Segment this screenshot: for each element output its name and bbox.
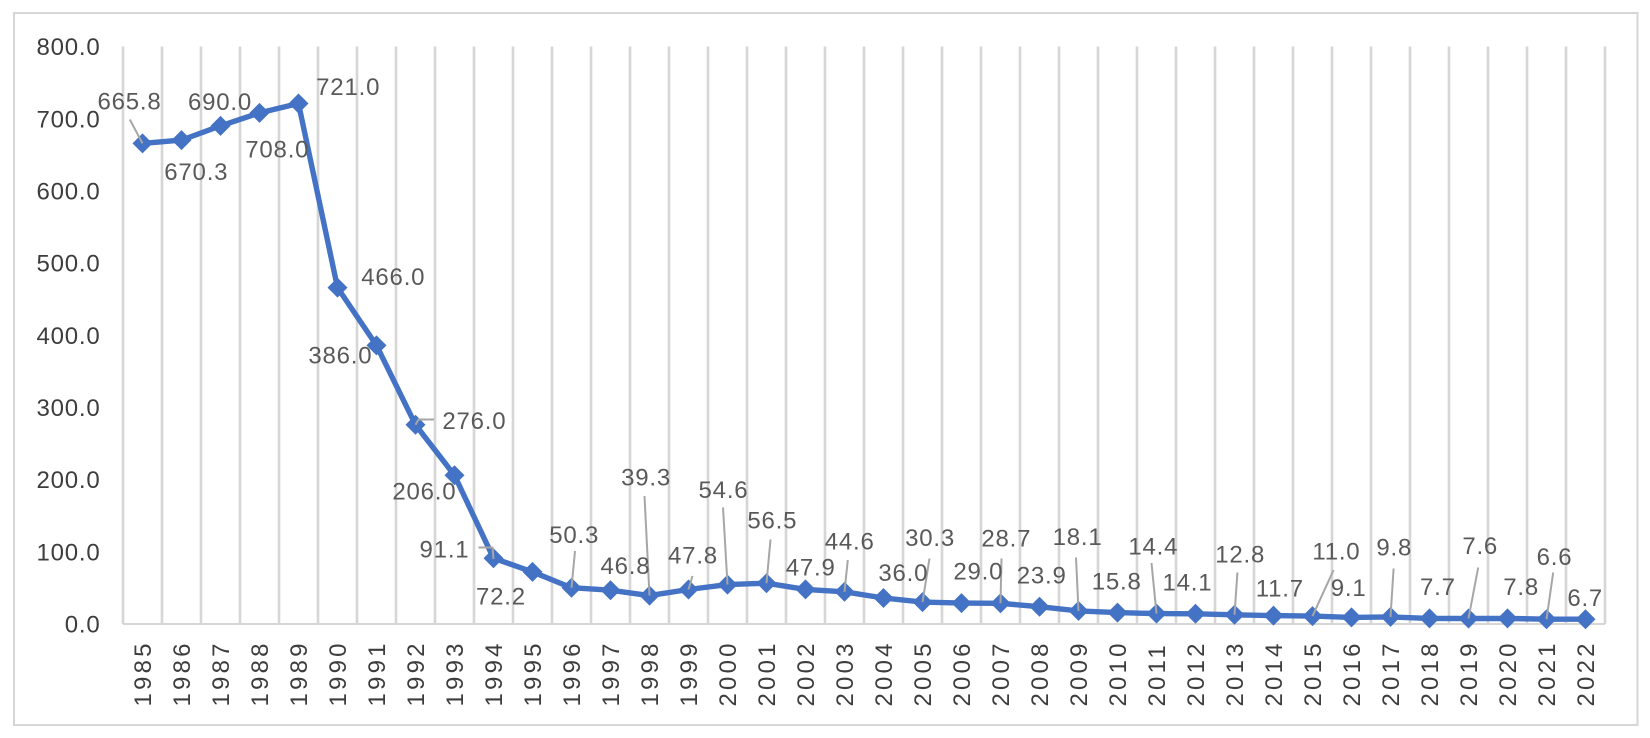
- svg-text:1986: 1986: [169, 640, 196, 706]
- svg-text:200.0: 200.0: [36, 467, 100, 494]
- svg-text:7.7: 7.7: [1420, 574, 1456, 601]
- svg-text:44.6: 44.6: [825, 528, 875, 555]
- svg-text:1993: 1993: [442, 640, 469, 706]
- svg-text:47.9: 47.9: [786, 555, 836, 582]
- svg-text:1998: 1998: [637, 640, 664, 706]
- svg-text:2020: 2020: [1495, 640, 1522, 706]
- svg-text:29.0: 29.0: [953, 558, 1003, 585]
- svg-text:466.0: 466.0: [361, 264, 425, 291]
- svg-text:9.1: 9.1: [1331, 575, 1367, 602]
- svg-text:14.1: 14.1: [1162, 569, 1212, 596]
- svg-text:6.6: 6.6: [1537, 544, 1573, 571]
- svg-text:2001: 2001: [754, 640, 781, 706]
- svg-text:12.8: 12.8: [1215, 541, 1265, 568]
- svg-text:2002: 2002: [793, 640, 820, 706]
- svg-text:18.1: 18.1: [1053, 524, 1103, 551]
- svg-text:23.9: 23.9: [1017, 563, 1067, 590]
- svg-text:1990: 1990: [325, 640, 352, 706]
- svg-text:72.2: 72.2: [476, 584, 526, 611]
- svg-text:6.7: 6.7: [1567, 585, 1603, 612]
- svg-text:47.8: 47.8: [668, 542, 718, 569]
- svg-text:500.0: 500.0: [36, 251, 100, 278]
- svg-text:1985: 1985: [130, 640, 157, 706]
- svg-text:1997: 1997: [598, 640, 625, 706]
- svg-text:2011: 2011: [1144, 642, 1171, 706]
- svg-text:708.0: 708.0: [245, 136, 309, 163]
- svg-text:7.6: 7.6: [1462, 533, 1498, 560]
- svg-text:2022: 2022: [1573, 640, 1600, 706]
- svg-text:300.0: 300.0: [36, 395, 100, 422]
- svg-text:2009: 2009: [1066, 640, 1093, 706]
- svg-text:11.7: 11.7: [1256, 576, 1304, 603]
- svg-text:2021: 2021: [1534, 640, 1561, 706]
- svg-text:36.0: 36.0: [878, 560, 928, 587]
- svg-text:2004: 2004: [871, 640, 898, 706]
- svg-text:2007: 2007: [988, 640, 1015, 706]
- svg-text:2000: 2000: [715, 640, 742, 706]
- svg-text:2003: 2003: [832, 640, 859, 706]
- svg-text:15.8: 15.8: [1092, 569, 1142, 596]
- svg-text:100.0: 100.0: [36, 539, 100, 566]
- svg-text:11.0: 11.0: [1312, 539, 1360, 566]
- svg-text:2012: 2012: [1183, 640, 1210, 706]
- svg-text:28.7: 28.7: [981, 525, 1031, 552]
- svg-text:50.3: 50.3: [549, 522, 599, 549]
- svg-text:1999: 1999: [676, 640, 703, 706]
- svg-text:0.0: 0.0: [65, 612, 101, 639]
- svg-text:2017: 2017: [1378, 640, 1405, 706]
- svg-text:1987: 1987: [208, 640, 235, 706]
- svg-text:700.0: 700.0: [36, 106, 100, 133]
- svg-text:1989: 1989: [286, 640, 313, 706]
- svg-text:2005: 2005: [910, 640, 937, 706]
- svg-text:46.8: 46.8: [600, 553, 650, 580]
- svg-text:56.5: 56.5: [747, 508, 797, 535]
- svg-text:2016: 2016: [1339, 640, 1366, 706]
- svg-text:721.0: 721.0: [316, 74, 380, 101]
- svg-text:1995: 1995: [520, 640, 547, 706]
- svg-text:14.4: 14.4: [1128, 533, 1178, 560]
- svg-text:1988: 1988: [247, 640, 274, 706]
- svg-text:2010: 2010: [1105, 640, 1132, 706]
- svg-text:1994: 1994: [481, 640, 508, 706]
- svg-text:39.3: 39.3: [621, 464, 671, 491]
- svg-text:276.0: 276.0: [442, 408, 506, 435]
- svg-text:2013: 2013: [1222, 640, 1249, 706]
- svg-text:1992: 1992: [403, 640, 430, 706]
- svg-text:665.8: 665.8: [97, 89, 161, 116]
- svg-text:1996: 1996: [559, 640, 586, 706]
- svg-text:7.8: 7.8: [1503, 574, 1539, 601]
- svg-text:54.6: 54.6: [699, 477, 749, 504]
- svg-text:2019: 2019: [1456, 640, 1483, 706]
- svg-text:30.3: 30.3: [905, 525, 955, 552]
- svg-text:9.8: 9.8: [1376, 535, 1412, 562]
- svg-text:670.3: 670.3: [164, 159, 228, 186]
- svg-text:1991: 1991: [364, 640, 391, 706]
- svg-text:2006: 2006: [949, 640, 976, 706]
- svg-text:2008: 2008: [1027, 640, 1054, 706]
- svg-text:91.1: 91.1: [420, 536, 470, 563]
- svg-text:2014: 2014: [1261, 640, 1288, 706]
- svg-text:600.0: 600.0: [36, 179, 100, 206]
- svg-text:800.0: 800.0: [36, 34, 100, 61]
- svg-text:206.0: 206.0: [392, 479, 456, 506]
- svg-text:690.0: 690.0: [188, 89, 252, 116]
- svg-text:2015: 2015: [1300, 640, 1327, 706]
- svg-text:386.0: 386.0: [308, 343, 372, 370]
- svg-text:400.0: 400.0: [36, 323, 100, 350]
- svg-text:2018: 2018: [1417, 640, 1444, 706]
